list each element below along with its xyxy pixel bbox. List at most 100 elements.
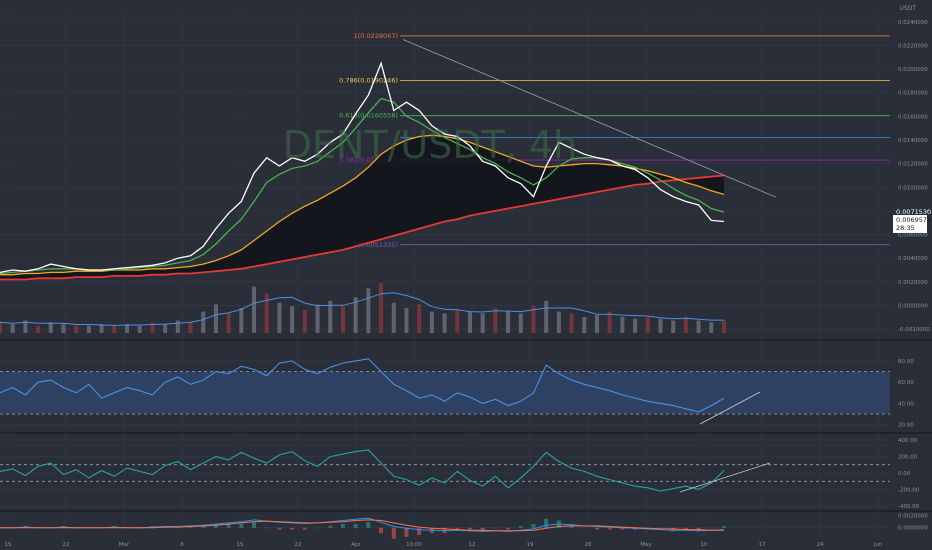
x-tick-label: 15 <box>237 542 244 548</box>
macd-histogram-bar <box>709 527 714 529</box>
macd-histogram-bar <box>722 525 726 528</box>
volume-bar <box>594 315 599 333</box>
bar-countdown: 28:35 <box>896 224 915 232</box>
volume-bar <box>531 306 536 333</box>
macd-histogram-bar <box>582 527 587 529</box>
rsi-line <box>0 358 725 413</box>
macd-histogram-bar <box>467 527 472 530</box>
macd-histogram-bar <box>531 524 536 528</box>
fibonacci-retracement[interactable]: 1(0.0228067) 0.786(0.0190246) 0.618(0.0160… <box>339 32 890 249</box>
macd-histogram-bar <box>239 524 244 528</box>
macd-histogram-bar <box>455 527 460 530</box>
volume-bar <box>683 316 688 333</box>
macd-histogram-bar <box>226 524 231 528</box>
y-tick-label: 0.0020000 <box>898 514 928 520</box>
y-tick-label: 20.00 <box>898 423 914 429</box>
volume-bar <box>353 297 358 333</box>
volume-bar <box>480 313 485 333</box>
volume-bar <box>0 322 2 333</box>
macd-histogram-bar <box>201 525 206 528</box>
volume-bar <box>493 308 498 333</box>
macd-histogram-bar <box>353 524 358 528</box>
macd-histogram-bar <box>404 527 409 537</box>
x-tick-label: 10:00 <box>406 542 422 548</box>
volume-bar <box>645 316 650 333</box>
rsi-indicator <box>0 358 725 413</box>
cci-trendline <box>679 462 771 493</box>
volume-bar <box>429 311 434 333</box>
x-tick-label: Jun <box>873 542 883 548</box>
volume-bar <box>620 316 625 333</box>
last-price-tag: 0.0071530 <box>893 206 931 216</box>
volume-bar <box>150 322 155 333</box>
macd-indicator <box>0 517 726 539</box>
fib-level-label: 1(0.0228067) <box>354 32 398 40</box>
volume-bar <box>544 300 549 333</box>
descending-trendline <box>402 39 777 198</box>
price-axis[interactable]: 0.0240000 0.0220000 0.0200000 0.0180000 0.01… <box>898 20 930 532</box>
volume-bar <box>61 324 66 333</box>
volume-bar <box>201 311 206 333</box>
y-tick-label: 0.0220000 <box>898 43 928 49</box>
macd-histogram-bar <box>302 527 307 530</box>
x-tick-label: Apr <box>351 542 361 548</box>
macd-histogram-bar <box>544 518 549 528</box>
y-tick-label: 80.00 <box>898 359 914 365</box>
macd-histogram-bar <box>252 522 257 528</box>
volume-bar <box>175 320 180 333</box>
volume-bar <box>417 304 422 333</box>
y-tick-label: 0.0240000 <box>898 20 928 26</box>
volume-bar <box>391 302 396 333</box>
volume-bar <box>188 322 193 333</box>
currency-label: USDT <box>900 5 917 12</box>
macd-histogram-bar <box>277 527 282 530</box>
rsi-band-fill <box>0 371 890 415</box>
time-axis[interactable]: 15 22 Mar 8 15 22 Apr 10:00 12 19 26 May 10 17 24 Jun <box>5 542 883 548</box>
x-tick-label: 15 <box>5 542 12 548</box>
volume-bar <box>696 320 701 333</box>
x-tick-label: 24 <box>817 542 824 548</box>
cci-indicator <box>0 449 890 492</box>
macd-histogram-bar <box>379 527 384 534</box>
x-tick-label: 8 <box>180 542 184 548</box>
volume-bar <box>163 324 168 333</box>
macd-histogram-bar <box>493 527 498 529</box>
y-tick-label: 60.00 <box>898 380 914 386</box>
volume-bar <box>86 325 91 333</box>
y-tick-label: 0.0140000 <box>898 138 928 144</box>
y-tick-label: 0.0000000 <box>898 526 928 532</box>
macd-histogram-bar <box>620 527 625 530</box>
macd-line <box>0 519 724 532</box>
x-tick-label: 12 <box>469 542 476 548</box>
moving-average-line <box>0 174 725 281</box>
y-tick-label: 0.0100000 <box>898 185 928 191</box>
volume-bar <box>340 306 345 333</box>
volume-bar <box>328 300 333 333</box>
volume-bar <box>23 320 28 333</box>
volume-bar <box>226 313 231 333</box>
volume-bar <box>455 309 460 333</box>
macd-histogram-bar <box>518 525 523 528</box>
macd-histogram-bar <box>366 522 371 528</box>
volume-bar <box>48 322 53 333</box>
ma-price-tag: 0.0069574 28:35 <box>893 215 931 233</box>
y-tick-label: 0.0160000 <box>898 114 928 120</box>
volume-bar <box>671 320 676 333</box>
x-tick-label: 17 <box>759 542 766 548</box>
volume-bar <box>10 324 15 333</box>
volume-bar <box>379 283 384 333</box>
volume-bar <box>99 324 104 333</box>
x-tick-label: 22 <box>63 542 70 548</box>
trend-lines[interactable] <box>402 39 777 493</box>
y-tick-label: 40.00 <box>898 401 914 407</box>
fib-level-label: 0.786(0.0190246) <box>339 77 398 85</box>
macd-histogram-bar <box>683 527 688 530</box>
price-series <box>0 61 725 274</box>
x-tick-label: Mar <box>119 542 130 548</box>
volume-bar <box>277 302 282 333</box>
volume-bar <box>264 293 269 333</box>
volume-bar <box>582 316 587 333</box>
x-tick-label: 22 <box>295 542 302 548</box>
volume-bar <box>239 308 244 333</box>
